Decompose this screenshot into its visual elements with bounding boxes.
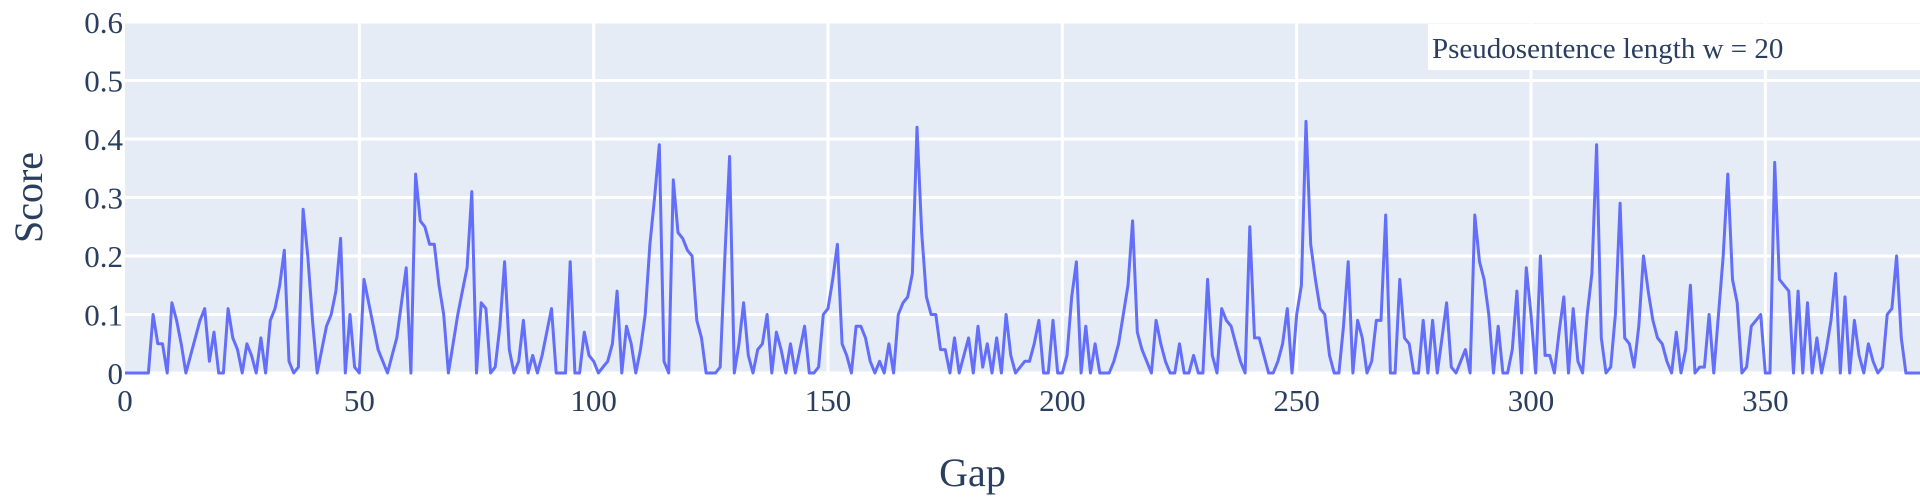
x-tick-label: 350: [1742, 383, 1789, 418]
y-tick-label: 0.2: [84, 239, 123, 274]
series-line: [125, 119, 1920, 375]
x-tick-label: 150: [805, 383, 852, 418]
x-tick-label: 50: [344, 383, 375, 418]
y-tick-label: 0.6: [84, 5, 123, 40]
y-grid: [125, 20, 1920, 375]
x-tick-labels: 0 50 100 150 200 250 300 350: [117, 383, 1788, 418]
legend-background: [1428, 24, 1920, 70]
x-tick-label: 250: [1273, 383, 1320, 418]
x-tick-label: 300: [1508, 383, 1555, 418]
y-axis-title: Score: [6, 152, 51, 243]
y-tick-label: 0.4: [84, 122, 123, 157]
legend: Pseudosentence length w = 20: [1428, 24, 1920, 70]
y-tick-label: 0.5: [84, 64, 123, 99]
x-tick-label: 200: [1039, 383, 1086, 418]
y-tick-label: 0.1: [84, 298, 123, 333]
x-axis-title: Gap: [939, 450, 1006, 495]
legend-text: Pseudosentence length w = 20: [1432, 33, 1783, 65]
x-tick-label: 100: [570, 383, 617, 418]
y-tick-label: 0: [108, 356, 124, 391]
x-tick-label: 0: [117, 383, 133, 418]
y-tick-labels: 0 0.1 0.2 0.3 0.4 0.5 0.6: [84, 5, 123, 391]
y-tick-label: 0.3: [84, 181, 123, 216]
